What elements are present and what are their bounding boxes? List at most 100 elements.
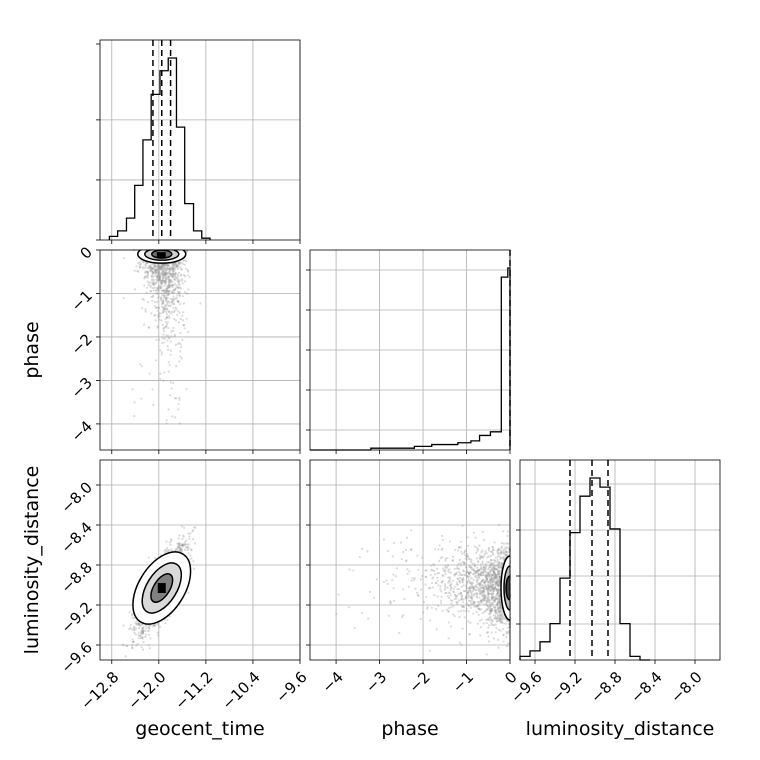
sample-point — [507, 642, 510, 645]
sample-point — [457, 592, 460, 595]
sample-point — [464, 596, 468, 599]
sample-point — [181, 279, 184, 282]
sample-point — [140, 307, 144, 310]
sample-point — [183, 548, 187, 551]
sample-point — [160, 297, 163, 300]
sample-point — [165, 310, 168, 314]
sample-point — [472, 612, 475, 615]
sample-point — [124, 655, 127, 658]
sample-point — [161, 271, 165, 274]
sample-point — [436, 572, 439, 575]
sample-point — [149, 264, 152, 267]
sample-point — [444, 557, 447, 560]
sample-point — [187, 591, 190, 594]
sample-point — [173, 263, 176, 267]
sample-point — [174, 274, 177, 277]
sample-point — [486, 592, 489, 596]
sample-point — [164, 291, 167, 294]
sample-point — [158, 266, 161, 269]
sample-point — [169, 381, 172, 384]
sample-point — [168, 272, 171, 275]
sample-point — [487, 635, 490, 638]
sample-point — [167, 277, 170, 280]
sample-point — [151, 287, 154, 290]
sample-point — [476, 566, 479, 569]
sample-point — [167, 293, 171, 296]
sample-point — [466, 544, 470, 547]
sample-point — [175, 284, 178, 287]
sample-point — [158, 266, 161, 269]
sample-point — [168, 269, 171, 272]
sample-point — [163, 263, 166, 266]
sample-point — [177, 537, 180, 540]
sample-point — [164, 282, 167, 285]
sample-point — [457, 562, 460, 565]
sample-point — [160, 289, 164, 292]
sample-point — [167, 291, 170, 294]
sample-point — [392, 587, 395, 590]
sample-point — [157, 314, 160, 317]
sample-point — [352, 569, 355, 572]
sample-point — [175, 276, 178, 279]
sample-point — [177, 300, 180, 304]
sample-point — [176, 313, 179, 316]
sample-point — [134, 621, 137, 625]
sample-point — [169, 349, 173, 352]
sample-point — [160, 282, 163, 285]
sample-point — [179, 303, 182, 306]
sample-point — [410, 529, 413, 532]
sample-point — [178, 261, 182, 264]
sample-point — [168, 281, 171, 285]
sample-point — [175, 296, 179, 299]
sample-point — [171, 329, 175, 333]
sample-point — [183, 263, 186, 267]
sample-point — [184, 259, 187, 262]
sample-point — [158, 276, 162, 279]
sample-point — [158, 311, 161, 315]
sample-point — [456, 602, 459, 606]
sample-point — [441, 534, 444, 538]
sample-point — [159, 312, 162, 315]
sample-point — [165, 267, 168, 270]
sample-point — [462, 584, 465, 587]
sample-point — [143, 276, 146, 279]
sample-point — [146, 274, 149, 277]
sample-point — [141, 627, 144, 630]
sample-point — [478, 596, 481, 599]
sample-point — [453, 597, 456, 601]
sample-point — [168, 279, 171, 282]
sample-point — [164, 297, 167, 300]
sample-point — [162, 263, 165, 266]
sample-point — [170, 539, 173, 542]
sample-point — [166, 293, 169, 296]
sample-point — [144, 633, 147, 636]
sample-point — [161, 311, 164, 314]
sample-point — [454, 585, 457, 588]
sample-point — [161, 281, 165, 284]
sample-point — [152, 282, 155, 285]
sample-point — [174, 261, 178, 265]
sample-point — [171, 268, 174, 271]
sample-point — [470, 577, 473, 580]
sample-point — [167, 310, 171, 313]
sample-point — [149, 290, 153, 293]
sample-point — [158, 264, 162, 268]
sample-point — [160, 281, 163, 284]
sample-point — [168, 301, 171, 304]
sample-point — [177, 408, 180, 411]
sample-point — [186, 268, 189, 272]
sample-point — [172, 265, 175, 269]
histogram-luminosity-distance — [519, 477, 650, 661]
sample-point — [430, 581, 434, 585]
sample-point — [190, 557, 193, 560]
sample-point — [501, 556, 504, 559]
sample-point — [156, 267, 160, 271]
sample-point — [155, 271, 158, 274]
sample-point — [169, 279, 172, 282]
sample-point — [181, 314, 184, 317]
sample-point — [166, 547, 169, 550]
sample-point — [171, 290, 174, 293]
sample-point — [180, 268, 183, 271]
sample-point — [459, 576, 462, 580]
